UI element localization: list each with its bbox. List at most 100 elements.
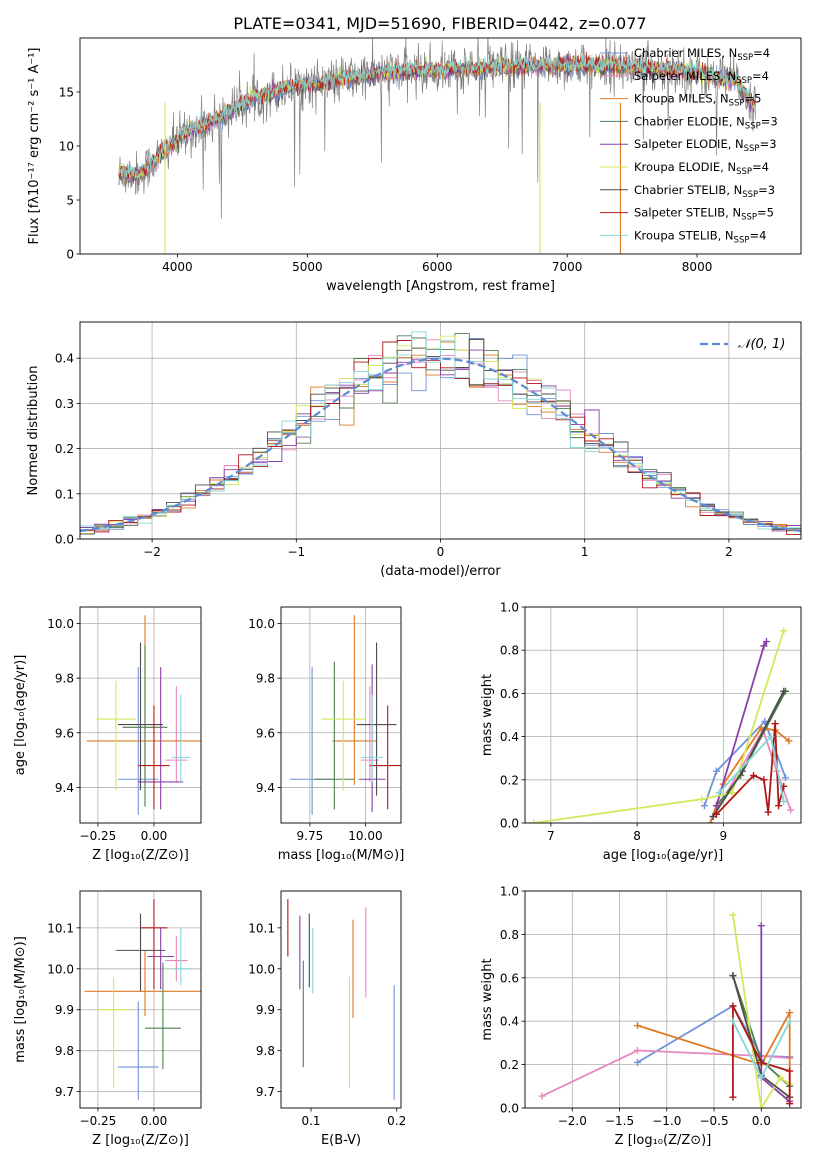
- x-axis-label: Z [log₁₀(Z/Z⊙)]: [92, 1133, 189, 1148]
- residual-histogram-8: [80, 331, 801, 532]
- legend-label: Salpeter ELODIE, N: [634, 137, 744, 151]
- x-tick-label: 0.0: [752, 1114, 771, 1128]
- legend-sub: SSP: [741, 213, 757, 223]
- x-tick-label: 2: [725, 545, 733, 559]
- weight-marker: [760, 776, 768, 784]
- y-tick-label: 0.0: [500, 817, 519, 831]
- weight-marker: [764, 808, 772, 816]
- weight-series-5: [732, 914, 791, 1108]
- x-axis-label: age [log₁₀(age/yr)]: [603, 848, 724, 863]
- legend-entry: Chabrier STELIB, NSSP=3: [634, 183, 775, 200]
- weight-marker: [787, 806, 795, 814]
- x-tick-label: 10.00: [348, 829, 382, 843]
- x-tick-label: 1: [581, 545, 589, 559]
- weight-series-4: [760, 925, 791, 1103]
- x-axis-label: E(B-V): [321, 1133, 361, 1148]
- y-tick-label: 10.0: [248, 962, 275, 976]
- y-tick-label: 1.0: [500, 885, 519, 899]
- x-tick-label: 4000: [162, 260, 193, 274]
- axes-frame: [79, 321, 802, 540]
- x-tick-label: −2.0: [558, 1114, 587, 1128]
- x-tick-label: 7: [547, 829, 555, 843]
- legend-suffix: =5: [744, 92, 761, 106]
- weight-marker: [771, 720, 779, 728]
- weight-series-5: [533, 630, 785, 823]
- weight-series-4: [715, 641, 768, 806]
- y-tick-label: 0.4: [500, 730, 519, 744]
- chart-mass_vs_Z: −0.25 0.00 9.7 9.8 9.9 10.0 10.1 Z [log₁₀(Z/Z⊙)…: [13, 890, 202, 1148]
- weight-marker: [633, 1046, 641, 1054]
- y-tick-label: 0.8: [500, 928, 519, 942]
- y-tick-label: 10.1: [47, 921, 74, 935]
- weight-marker: [712, 767, 720, 775]
- weight-marker: [700, 802, 708, 810]
- y-tick-label: 0.0: [55, 533, 74, 547]
- y-tick-label: 0.4: [55, 352, 74, 366]
- y-axis-label: Flux [fλ10⁻¹⁷ erg cm⁻² s⁻¹ A⁻¹]: [27, 48, 42, 245]
- weight-marker: [786, 1067, 794, 1075]
- model-spectrum-8: [118, 54, 756, 181]
- x-axis-label: wavelength [Angstrom, rest frame]: [326, 279, 555, 294]
- legend-suffix: =4: [749, 228, 766, 242]
- y-tick-label: 0.2: [500, 773, 519, 787]
- y-tick-label: 10.1: [248, 921, 275, 935]
- legend-label: Salpeter MILES, N: [634, 69, 736, 83]
- axes-frame: [524, 890, 802, 1109]
- weight-marker: [767, 733, 775, 741]
- y-tick-label: 0.6: [500, 971, 519, 985]
- spectrum-legend: Chabrier MILES, NSSP=4 Salpeter MILES, N S…: [600, 46, 778, 245]
- y-axis-label: age [log₁₀(age/yr)]: [13, 655, 28, 776]
- weight-marker: [775, 802, 783, 810]
- y-tick-label: 9.8: [55, 1044, 74, 1058]
- chart-weight_vs_Z: −2.0 −1.5 −1.0 −0.5 0.0 0.0 0.2 0.4 0.6 0.8 1.0 Z […: [480, 885, 802, 1148]
- weight-marker: [698, 795, 706, 803]
- x-tick-label: −1.5: [605, 1114, 634, 1128]
- residual-histogram-6: [80, 338, 801, 535]
- chart-age_vs_Z: −0.25 0.00 9.4 9.6 9.8 10.0 Z [log₁₀(Z/Z⊙)] age…: [13, 606, 202, 863]
- weight-marker: [729, 972, 737, 980]
- y-tick-label: 9.8: [256, 672, 275, 686]
- weight-marker: [776, 1074, 784, 1082]
- weight-marker: [729, 1093, 737, 1101]
- legend-entry: Salpeter ELODIE, NSSP=3: [634, 137, 777, 154]
- weight-marker: [786, 1100, 794, 1108]
- x-tick-label: 0.00: [141, 1114, 168, 1128]
- x-tick-label: −0.5: [699, 1114, 728, 1128]
- y-tick-label: 10.0: [47, 617, 74, 631]
- legend-label: Kroupa ELODIE, N: [634, 160, 736, 174]
- legend-sub: SSP: [734, 235, 750, 245]
- y-tick-label: 9.6: [256, 726, 275, 740]
- y-tick-label: 9.4: [256, 781, 275, 795]
- y-tick-label: 0.3: [55, 397, 74, 411]
- axes-frame: [79, 37, 802, 255]
- chart-age_vs_mass: 9.75 10.00 9.4 9.6 9.8 10.0 mass [log₁₀(M/M⊙)]: [248, 606, 404, 863]
- legend-entry: Chabrier MILES, NSSP=4: [634, 46, 770, 63]
- axes-frame: [524, 606, 802, 824]
- x-tick-label: 0: [437, 545, 445, 559]
- legend-suffix: =4: [752, 160, 769, 174]
- weight-marker: [729, 1002, 737, 1010]
- legend-entry: Chabrier ELODIE, NSSP=3: [634, 114, 778, 131]
- plot-area: [80, 331, 801, 536]
- plot-area: [530, 627, 795, 823]
- chart-residuals: −2 −1 0 1 2 0.0 0.1 0.2 0.3 0.4 (data-model)/error…: [26, 321, 802, 579]
- x-axis-label: Z [log₁₀(Z/Z⊙)]: [615, 1133, 712, 1148]
- y-tick-label: 0.1: [55, 487, 74, 501]
- y-tick-label: 0.0: [500, 1102, 519, 1116]
- y-tick-label: 10.0: [47, 962, 74, 976]
- x-tick-label: 9: [720, 829, 728, 843]
- y-tick-label: 10.0: [248, 617, 275, 631]
- legend-suffix: =3: [758, 183, 775, 197]
- y-tick-label: 0.8: [500, 644, 519, 658]
- x-tick-label: −1: [287, 545, 305, 559]
- y-axis-label: mass [log₁₀(M/M⊙)]: [13, 936, 28, 1063]
- x-tick-label: −1.0: [652, 1114, 681, 1128]
- x-tick-label: 0.1: [301, 1114, 320, 1128]
- figure-title: PLATE=0341, MJD=51690, FIBERID=0442, z=0…: [233, 14, 646, 33]
- x-tick-label: −0.25: [80, 1114, 117, 1128]
- x-tick-label: 0.00: [141, 829, 168, 843]
- legend-suffix: =3: [760, 137, 777, 151]
- gaussian-curve: [80, 357, 801, 533]
- y-tick-label: 9.8: [55, 672, 74, 686]
- y-tick-label: 0.6: [500, 687, 519, 701]
